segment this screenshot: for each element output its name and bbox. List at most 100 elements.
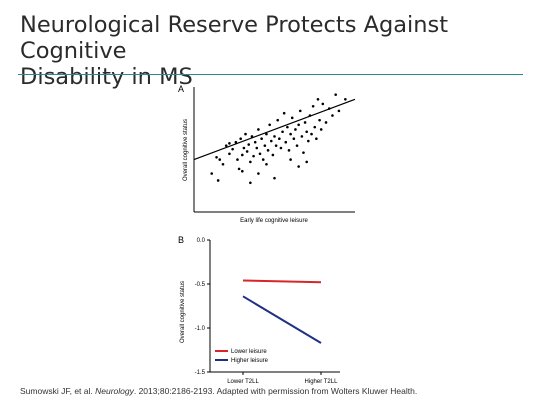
- scatter-point: [216, 179, 220, 182]
- scatter-point: [287, 149, 291, 152]
- title-divider: [18, 74, 523, 75]
- scatter-point: [297, 165, 300, 168]
- scatter-point: [315, 137, 318, 141]
- regression-line: [193, 98, 356, 161]
- scatter-point: [268, 123, 271, 127]
- scatter-point: [278, 137, 281, 141]
- scatter-point: [245, 150, 249, 153]
- scatter-point: [281, 130, 284, 134]
- scatter-point: [265, 162, 268, 166]
- scatter-point: [258, 152, 262, 156]
- scatter-point: [247, 143, 251, 146]
- scatter-point: [292, 137, 296, 141]
- scatter-point: [236, 158, 239, 161]
- scatter-point: [289, 158, 292, 161]
- scatter-point: [300, 135, 304, 138]
- citation-authors: Sumowski JF, et al.: [20, 386, 96, 396]
- y-tick-label: -0.5: [195, 282, 206, 288]
- scatter-point: [290, 116, 294, 120]
- scatter-point: [265, 132, 268, 136]
- citation: Sumowski JF, et al. Neurology. 2013;80:2…: [20, 386, 535, 396]
- slide-title-line1: Neurological Reserve Protects Against Co…: [20, 12, 449, 64]
- scatter-point: [224, 144, 228, 147]
- scatter-point: [319, 128, 323, 131]
- slide-title: Neurological Reserve Protects Against Co…: [20, 12, 535, 90]
- scatter-point: [310, 132, 313, 136]
- scatter-point: [307, 139, 310, 143]
- scatter-point: [210, 172, 214, 175]
- scatter-point: [255, 146, 259, 150]
- scatter-point: [295, 144, 299, 147]
- scatter-point: [228, 142, 231, 145]
- scatter-point: [231, 147, 234, 151]
- scatter-point: [237, 167, 241, 171]
- scatter-point: [311, 104, 315, 108]
- scatter-point: [344, 97, 347, 101]
- panel-b-y-ticks: 0.0 -0.5 -1.0 -1.5: [195, 238, 210, 376]
- scatter-point: [321, 102, 325, 106]
- scatter-point: [274, 144, 278, 147]
- scatter-point: [305, 160, 309, 164]
- panel-b-series: [242, 279, 322, 344]
- scatter-point: [215, 155, 218, 159]
- scatter-point: [276, 118, 280, 122]
- x-tick-label: Lower T2LL: [227, 379, 259, 385]
- panel-a-x-axis-label: Early life cognitive leisure: [240, 218, 308, 224]
- scatter-point: [282, 111, 286, 115]
- scatter-point: [261, 158, 265, 161]
- scatter-point: [249, 160, 252, 164]
- scatter-point: [298, 109, 302, 113]
- scatter-point: [286, 125, 289, 129]
- scatter-point: [271, 153, 275, 157]
- scatter-point: [257, 128, 260, 131]
- legend-label: Lower leisure: [231, 349, 267, 355]
- panel-a-label: A: [178, 84, 184, 94]
- scatter-point: [266, 149, 270, 152]
- panel-b-x-ticks: Lower T2LL Higher T2LL: [227, 372, 338, 385]
- panel-a: A Overall cognitive status Early life co…: [178, 84, 356, 224]
- panel-b-y-axis-label: Overall cognitive status: [180, 281, 186, 343]
- scatter-point: [316, 97, 320, 101]
- scatter-point: [260, 137, 263, 141]
- scatter-point: [269, 139, 273, 143]
- panel-b-label: B: [178, 235, 184, 245]
- slide-title-line2: Disability in MS: [20, 64, 193, 90]
- scatter-point: [313, 125, 317, 129]
- citation-details: . 2013;80:2186-2193. Adapted with permis…: [133, 386, 418, 396]
- panel-b-legend: Lower leisure Higher leisure: [215, 349, 269, 364]
- scatter-point: [253, 140, 257, 144]
- y-tick-label: -1.5: [195, 370, 206, 376]
- x-tick-label: Higher T2LL: [305, 379, 339, 385]
- y-tick-label: 0.0: [197, 238, 206, 244]
- scatter-point: [244, 132, 247, 136]
- scatter-point: [241, 153, 244, 157]
- panel-b: B Overall cognitive status 0.0 -0.5 -1.0 -1…: [178, 235, 340, 385]
- scatter-point: [318, 118, 321, 122]
- scatter-point: [242, 146, 246, 150]
- scatter-point: [305, 130, 309, 134]
- series-line-higher-leisure: [242, 295, 322, 344]
- scatter-point: [289, 132, 292, 136]
- scatter-point: [337, 109, 341, 113]
- scatter-point: [249, 181, 252, 185]
- panel-a-y-axis-label: Overall cognitive status: [183, 119, 189, 181]
- scatter-point: [252, 154, 255, 158]
- legend-label: Higher leisure: [231, 358, 269, 364]
- scatter-point: [279, 146, 283, 150]
- scatter-point: [228, 152, 231, 156]
- y-tick-label: -1.0: [195, 326, 206, 332]
- scatter-point: [273, 135, 276, 138]
- scatter-points: [210, 93, 347, 185]
- scatter-point: [324, 121, 328, 124]
- scatter-point: [239, 137, 242, 141]
- scatter-point: [234, 140, 238, 144]
- scatter-point: [241, 169, 244, 173]
- citation-journal: Neurology: [95, 386, 134, 396]
- scatter-point: [284, 140, 288, 144]
- scatter-point: [221, 162, 225, 166]
- scatter-point: [263, 144, 267, 147]
- scatter-point: [218, 158, 222, 161]
- scatter-point: [334, 93, 337, 96]
- scatter-point: [257, 172, 260, 175]
